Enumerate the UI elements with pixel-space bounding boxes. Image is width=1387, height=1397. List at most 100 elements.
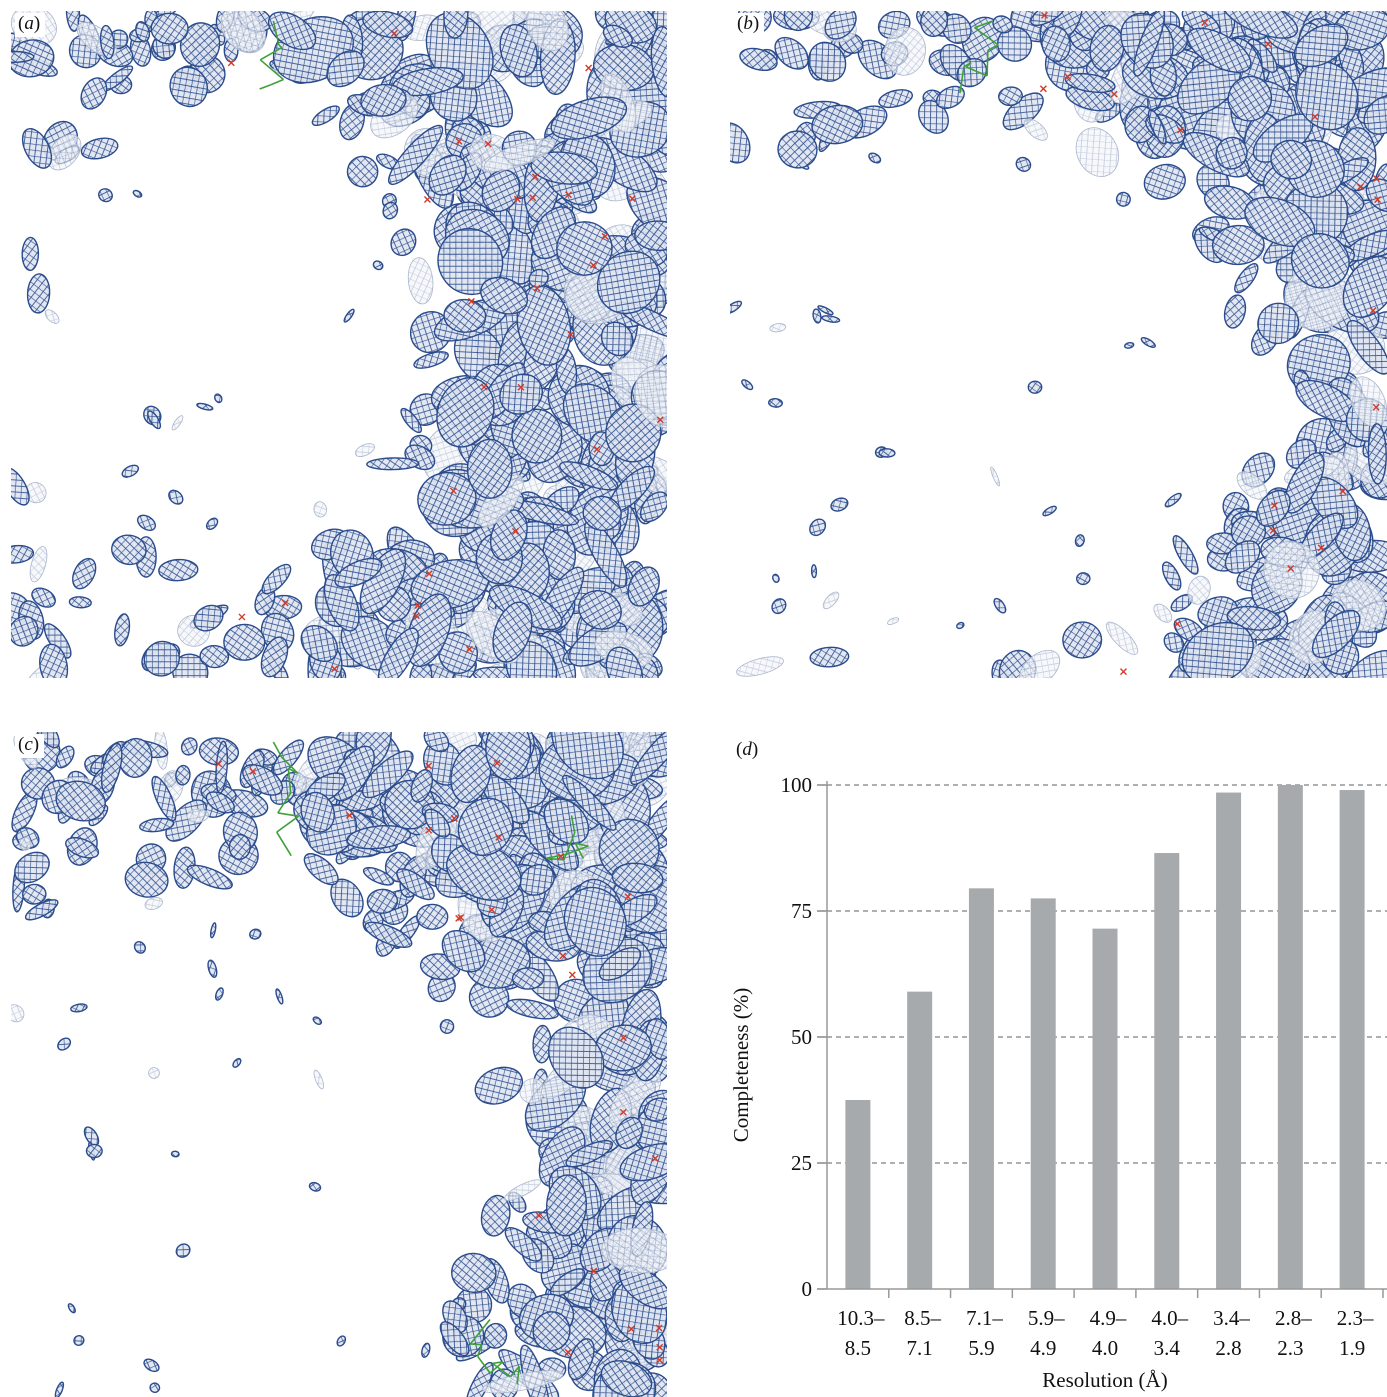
density-blob <box>300 624 339 663</box>
density-blob <box>366 888 399 914</box>
model-bond <box>477 1356 491 1374</box>
density-map-panel-b: (b) <box>730 11 1387 678</box>
density-blob <box>55 745 75 769</box>
water-marker <box>624 893 632 901</box>
density-blob <box>1363 95 1387 135</box>
density-blob <box>1140 336 1156 349</box>
density-blob <box>150 12 189 45</box>
density-blob <box>810 564 818 579</box>
model-bond <box>280 756 299 774</box>
water-marker <box>511 527 519 535</box>
x-tick-label: 8.5– 7.1 <box>904 1306 941 1360</box>
x-tick-label: 4.9– 4.0 <box>1090 1306 1127 1360</box>
water-marker <box>655 1324 663 1332</box>
density-blob <box>175 1243 191 1258</box>
density-blob <box>308 1181 322 1192</box>
density-blob <box>618 1265 667 1310</box>
model-bond <box>272 20 280 46</box>
water-marker <box>1356 183 1364 191</box>
model-bond <box>974 20 994 29</box>
water-marker <box>531 173 539 181</box>
density-blob <box>80 137 119 160</box>
density-blob <box>483 1322 508 1349</box>
water-marker <box>425 762 433 770</box>
x-tick-label: 7.1– 5.9 <box>966 1306 1003 1360</box>
density-blob <box>601 1227 667 1274</box>
density-blob <box>1227 75 1273 122</box>
water-marker <box>450 814 458 822</box>
density-blob <box>57 1037 72 1051</box>
density-blob <box>1075 127 1120 177</box>
density-blob <box>450 744 492 804</box>
density-blob <box>149 1382 161 1394</box>
water-marker <box>656 416 664 424</box>
density-blob <box>232 1057 242 1068</box>
bar <box>845 1100 871 1289</box>
density-blob <box>168 489 184 505</box>
water-marker <box>449 487 457 495</box>
density-blob <box>388 124 444 186</box>
density-blob <box>998 86 1023 107</box>
water-marker <box>331 665 339 673</box>
panel-label-b: (b) <box>734 13 765 37</box>
density-blob <box>11 544 35 564</box>
density-blob <box>158 558 199 582</box>
density-blob <box>817 305 834 316</box>
density-blob <box>300 791 335 833</box>
water-marker <box>346 811 354 819</box>
density-blob <box>260 636 289 678</box>
density-blob <box>44 309 60 324</box>
density-blob <box>207 959 218 978</box>
density-blob <box>548 1026 605 1089</box>
density-blob <box>582 495 622 532</box>
water-marker <box>535 1212 543 1220</box>
density-blob <box>443 298 487 333</box>
density-blob <box>730 300 743 315</box>
water-marker <box>425 826 433 834</box>
density-blob <box>1181 621 1254 678</box>
density-blob <box>474 1066 524 1105</box>
water-marker <box>564 1348 572 1356</box>
model-bond <box>509 1365 520 1378</box>
density-blob <box>1187 575 1211 605</box>
model-bond <box>565 845 589 856</box>
density-blob <box>1041 25 1071 62</box>
density-blob <box>451 1252 497 1294</box>
density-blob <box>261 563 292 595</box>
density-blob <box>480 276 529 315</box>
x-tick-label: 10.3– 8.5 <box>837 1306 885 1360</box>
density-blob <box>151 775 177 822</box>
density-blob <box>98 188 113 203</box>
density-blob <box>220 11 266 54</box>
density-blob <box>1123 341 1135 349</box>
density-blob <box>223 623 266 661</box>
density-blob <box>602 24 633 48</box>
density-blob <box>578 590 622 630</box>
density-blob <box>920 11 949 38</box>
bar <box>1216 792 1242 1289</box>
density-blob <box>1221 11 1299 39</box>
model-bond <box>259 46 283 61</box>
density-blob <box>47 134 82 171</box>
density-blob <box>1030 11 1067 27</box>
density-blob <box>209 922 217 939</box>
density-blob <box>650 26 667 98</box>
water-marker <box>1339 487 1347 495</box>
water-marker <box>1040 11 1048 19</box>
model-bond <box>965 66 988 77</box>
model-bond <box>259 84 271 90</box>
atomic-model <box>959 11 1382 676</box>
density-blob <box>26 273 51 314</box>
completeness-chart-panel-d: (d) 0 25 50 75 100 10.3– 8.5 8.5– 7.1 7.1– 5.9 5.9–… <box>700 720 1387 1397</box>
density-blob <box>1015 156 1032 172</box>
density-blob <box>111 534 147 566</box>
density-blob <box>214 393 223 404</box>
density-blob <box>362 11 414 39</box>
water-marker <box>227 59 235 67</box>
water-marker <box>457 913 465 921</box>
density-blob <box>993 597 1007 614</box>
density-blob <box>1311 609 1361 659</box>
model-bond <box>469 1318 491 1345</box>
water-marker <box>467 297 475 305</box>
water-marker <box>619 1034 627 1042</box>
